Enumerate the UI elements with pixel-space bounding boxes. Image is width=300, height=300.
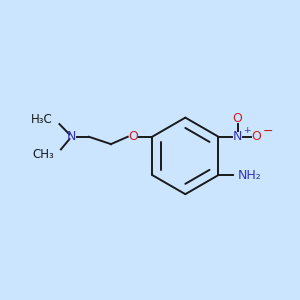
Text: N: N xyxy=(67,130,76,143)
Text: +: + xyxy=(243,126,250,135)
Text: O: O xyxy=(251,130,261,143)
Text: −: − xyxy=(262,125,273,138)
Text: N: N xyxy=(233,130,242,143)
Text: O: O xyxy=(233,112,243,125)
Text: H₃C: H₃C xyxy=(31,112,53,126)
Text: O: O xyxy=(128,130,138,143)
Text: CH₃: CH₃ xyxy=(32,148,54,161)
Text: NH₂: NH₂ xyxy=(238,169,261,182)
